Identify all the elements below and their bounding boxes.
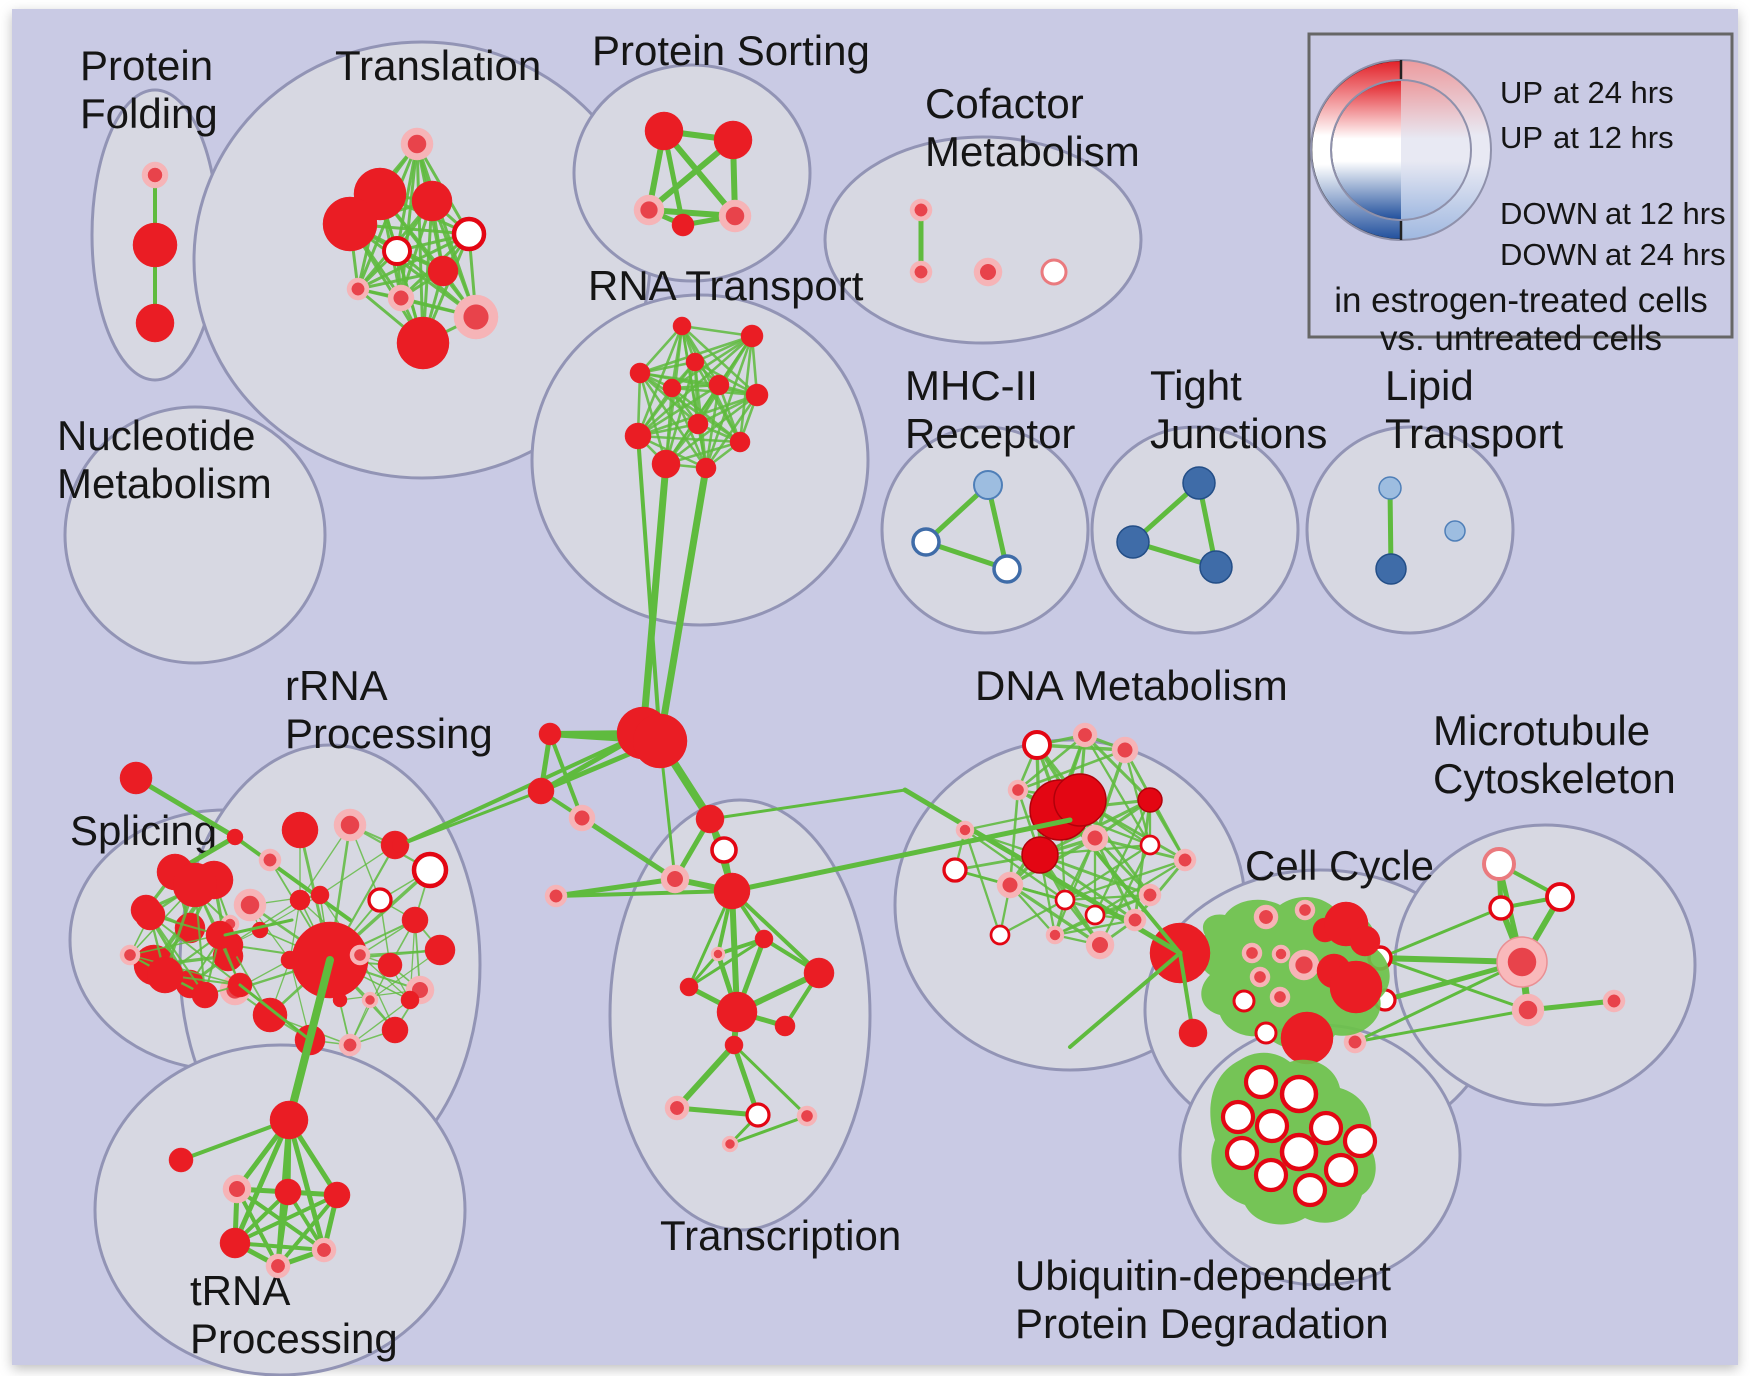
svg-text:rRNA: rRNA [285,662,388,709]
svg-text:Protein: Protein [80,42,213,89]
svg-text:Protein Degradation: Protein Degradation [1015,1300,1389,1347]
svg-text:UP: UP [1500,120,1543,155]
svg-text:Translation: Translation [335,42,541,89]
svg-text:DNA Metabolism: DNA Metabolism [975,662,1288,709]
svg-text:Cytoskeleton: Cytoskeleton [1433,755,1676,802]
svg-text:Tight: Tight [1150,362,1242,409]
svg-text:Metabolism: Metabolism [57,460,272,507]
svg-text:Transport: Transport [1385,410,1564,457]
svg-text:at 24 hrs: at 24 hrs [1553,75,1674,110]
svg-text:Protein Sorting: Protein Sorting [592,27,870,74]
svg-text:MHC-II: MHC-II [905,362,1038,409]
svg-text:Receptor: Receptor [905,410,1075,457]
svg-text:Microtubule: Microtubule [1433,707,1650,754]
svg-text:RNA Transport: RNA Transport [588,262,864,309]
svg-text:Cofactor: Cofactor [925,80,1084,127]
svg-text:Processing: Processing [190,1315,398,1362]
svg-text:UP: UP [1500,75,1543,110]
svg-text:Cell Cycle: Cell Cycle [1245,842,1434,889]
svg-text:Processing: Processing [285,710,493,757]
svg-text:at 12 hrs: at 12 hrs [1605,196,1726,231]
svg-text:Ubiquitin-dependent: Ubiquitin-dependent [1015,1252,1391,1299]
svg-text:at 12 hrs: at 12 hrs [1553,120,1674,155]
svg-text:DOWN: DOWN [1500,196,1598,231]
svg-text:Junctions: Junctions [1150,410,1327,457]
svg-text:at 24 hrs: at 24 hrs [1605,237,1726,272]
svg-text:Folding: Folding [80,90,218,137]
svg-text:in estrogen-treated cells: in estrogen-treated cells [1334,281,1708,320]
svg-text:Transcription: Transcription [660,1212,901,1259]
svg-text:DOWN: DOWN [1500,237,1598,272]
svg-text:Lipid: Lipid [1385,362,1474,409]
svg-text:vs. untreated cells: vs. untreated cells [1380,319,1662,358]
svg-text:Metabolism: Metabolism [925,128,1140,175]
svg-text:Nucleotide: Nucleotide [57,412,255,459]
